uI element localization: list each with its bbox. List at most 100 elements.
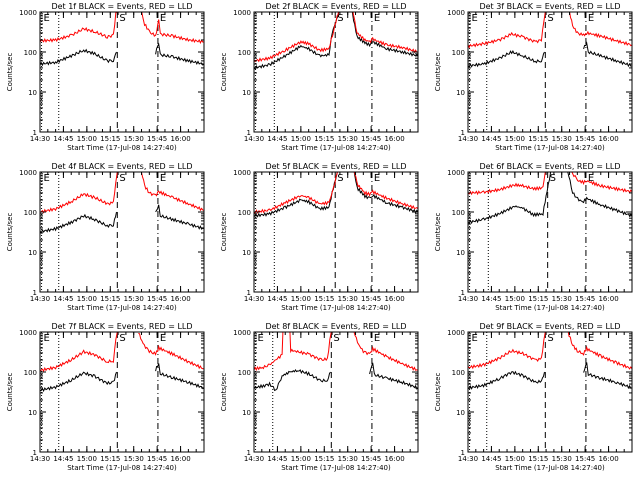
y-tick-label: 1000 — [233, 9, 251, 17]
marker-label: S — [119, 13, 125, 24]
x-tick-label: 16:00 — [170, 295, 190, 303]
panel-title: Det 7f BLACK = Events, RED = LLD — [51, 322, 192, 331]
x-tick-label: 15:45 — [575, 295, 595, 303]
series-events-line — [583, 41, 632, 68]
x-tick-label: 15:30 — [338, 295, 358, 303]
plot-frame — [39, 11, 205, 133]
y-tick-label: 100 — [452, 49, 465, 57]
panel-title: Det 6f BLACK = Events, RED = LLD — [479, 162, 620, 171]
marker-label: S — [333, 333, 339, 344]
x-tick-label: 14:30 — [30, 455, 50, 463]
x-axis-label: Start Time (17-Jul-08 14:27:40) — [495, 304, 605, 312]
panel-data — [468, 172, 632, 225]
x-tick-label: 15:30 — [552, 295, 572, 303]
y-tick-label: 10 — [28, 249, 37, 257]
series-events-line — [155, 204, 204, 230]
panel-det-7: Det 7f BLACK = Events, RED = LLD Counts/s… — [6, 322, 205, 472]
series-lld-line — [40, 332, 118, 373]
y-tick-label: 100 — [24, 49, 37, 57]
series-lld-line — [468, 332, 546, 370]
x-tick-label: 14:45 — [53, 135, 73, 143]
x-tick-label: 14:30 — [30, 295, 50, 303]
y-tick-label: 100 — [238, 369, 251, 377]
y-tick-label: 1 — [247, 289, 251, 297]
series-lld-line — [468, 172, 632, 196]
y-tick-label: 10 — [28, 409, 37, 417]
series-events-line — [468, 172, 632, 225]
x-tick-label: 15:15 — [528, 455, 548, 463]
panel-det-6: Det 6f BLACK = Events, RED = LLD Counts/s… — [434, 162, 633, 312]
marker-label: E — [44, 173, 50, 184]
y-tick-label: 1 — [461, 129, 465, 137]
y-tick-label: 1 — [247, 449, 251, 457]
plot-frame — [39, 331, 205, 453]
panel-title: Det 2f BLACK = Events, RED = LLD — [265, 2, 406, 11]
plot-frame — [253, 11, 419, 133]
x-tick-label: 14:30 — [30, 135, 50, 143]
marker-label: E — [472, 13, 478, 24]
series-events-line — [40, 371, 117, 393]
x-tick-label: 15:45 — [147, 295, 167, 303]
x-tick-label: 14:45 — [481, 295, 501, 303]
x-tick-label: 15:15 — [314, 455, 334, 463]
x-tick-label: 15:15 — [100, 295, 120, 303]
y-tick-label: 1000 — [19, 9, 37, 17]
series-lld-line — [254, 12, 418, 63]
marker-label: S — [119, 333, 125, 344]
x-tick-label: 15:45 — [361, 455, 381, 463]
y-tick-label: 10 — [242, 409, 251, 417]
y-tick-label: 10 — [456, 409, 465, 417]
panel-det-1: Det 1f BLACK = Events, RED = LLD Counts/s… — [6, 2, 205, 152]
series-lld-line — [567, 332, 632, 370]
y-axis-label: Counts/sec — [434, 213, 442, 252]
x-tick-label: 15:15 — [528, 135, 548, 143]
panel-data — [468, 332, 632, 390]
series-lld-line — [254, 172, 418, 214]
x-axis-label: Start Time (17-Jul-08 14:27:40) — [281, 144, 391, 152]
y-tick-label: 1000 — [19, 169, 37, 177]
series-events-line — [468, 50, 545, 68]
marker-label: E — [44, 333, 50, 344]
x-tick-label: 16:00 — [598, 295, 618, 303]
x-tick-label: 14:45 — [53, 295, 73, 303]
marker-label: E — [588, 13, 594, 24]
y-tick-label: 10 — [456, 89, 465, 97]
panel-title: Det 4f BLACK = Events, RED = LLD — [51, 162, 192, 171]
x-axis-label: Start Time (17-Jul-08 14:27:40) — [495, 464, 605, 472]
panel-data — [40, 172, 204, 235]
x-axis-label: Start Time (17-Jul-08 14:27:40) — [67, 464, 177, 472]
y-axis-label: Counts/sec — [220, 213, 228, 252]
series-lld-line — [353, 332, 418, 371]
x-axis-label: Start Time (17-Jul-08 14:27:40) — [67, 144, 177, 152]
series-events-line — [40, 211, 117, 235]
panel-data — [468, 12, 632, 68]
y-tick-label: 10 — [242, 249, 251, 257]
marker-label: E — [374, 333, 380, 344]
panel-det-9: Det 9f BLACK = Events, RED = LLD Counts/s… — [434, 322, 633, 472]
marker-label: S — [337, 13, 343, 24]
panel-data — [40, 12, 204, 67]
marker-label: E — [374, 13, 380, 24]
y-tick-label: 1000 — [233, 169, 251, 177]
x-tick-label: 14:45 — [53, 455, 73, 463]
panel-title: Det 8f BLACK = Events, RED = LLD — [265, 322, 406, 331]
x-tick-label: 14:30 — [244, 455, 264, 463]
y-tick-label: 1 — [33, 129, 37, 137]
y-tick-label: 100 — [24, 209, 37, 217]
plot-frame — [253, 171, 419, 293]
y-tick-label: 100 — [452, 209, 465, 217]
panel-data — [40, 332, 204, 393]
plot-frame — [467, 11, 633, 133]
plot-frame — [467, 171, 633, 293]
plot-frame — [253, 331, 419, 453]
x-tick-label: 15:30 — [124, 295, 144, 303]
panel-title: Det 3f BLACK = Events, RED = LLD — [479, 2, 620, 11]
y-axis-label: Counts/sec — [434, 373, 442, 412]
series-lld-line — [468, 12, 546, 49]
x-tick-label: 15:45 — [575, 135, 595, 143]
x-tick-label: 16:00 — [170, 135, 190, 143]
x-tick-label: 15:30 — [338, 455, 358, 463]
x-axis-label: Start Time (17-Jul-08 14:27:40) — [495, 144, 605, 152]
x-tick-label: 16:00 — [384, 455, 404, 463]
y-tick-label: 100 — [24, 369, 37, 377]
